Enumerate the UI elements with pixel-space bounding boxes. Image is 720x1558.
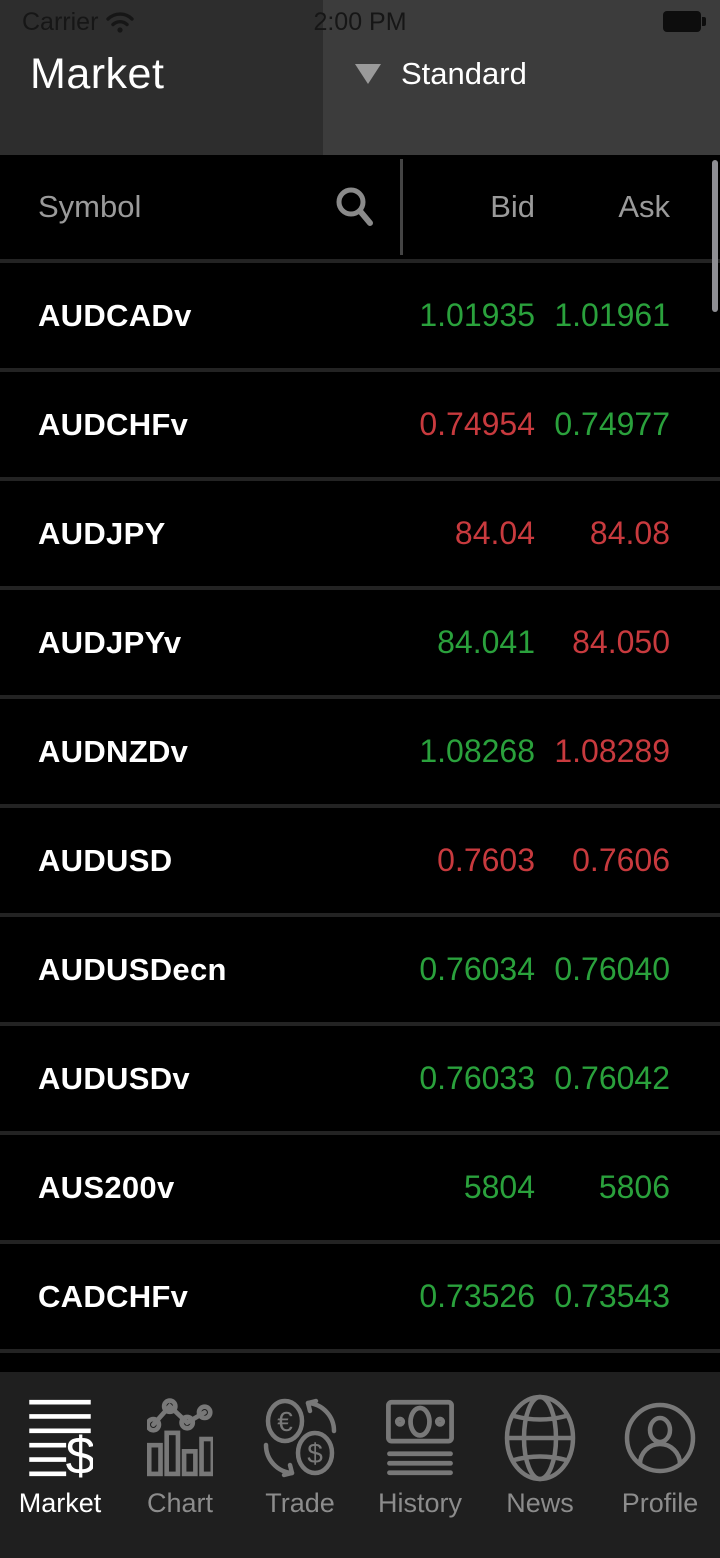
person-circle-icon: [624, 1402, 696, 1474]
bid-value: 0.74954: [419, 406, 535, 442]
ask-value: 0.7606: [572, 842, 670, 878]
tab-history[interactable]: History: [360, 1372, 480, 1558]
symbol-name: AUDUSD: [38, 842, 173, 878]
tab-label-history: History: [377, 1488, 462, 1518]
ask-value: 84.050: [572, 624, 670, 660]
quote-row[interactable]: AUDJPYv 84.041 84.050: [0, 590, 720, 699]
globe-icon: [504, 1394, 576, 1482]
tab-profile[interactable]: Profile: [600, 1372, 720, 1558]
bid-value: 0.7603: [437, 842, 535, 878]
tab-chart[interactable]: Chart: [120, 1372, 240, 1558]
bid-value: 5804: [463, 1169, 535, 1205]
ask-value: 84.08: [589, 515, 670, 551]
symbol-name: AUS200v: [38, 1169, 175, 1205]
status-bar: Carrier 2:00 PM: [0, 0, 720, 44]
ask-value: 5806: [598, 1169, 670, 1205]
tab-news[interactable]: News: [480, 1372, 600, 1558]
tab-market[interactable]: $ Market: [0, 1372, 120, 1558]
ask-value: 0.76040: [554, 951, 670, 987]
tab-label-market: Market: [18, 1488, 102, 1518]
bar-chart-icon: [147, 1398, 213, 1477]
symbol-name: CADCHFv: [38, 1278, 189, 1314]
symbol-name: AUDUSDv: [38, 1060, 190, 1096]
ask-value: 1.08289: [554, 733, 670, 769]
dropdown-triangle-icon: [355, 64, 381, 84]
bid-value: 84.041: [437, 624, 535, 660]
ask-value: 0.73543: [554, 1278, 670, 1314]
account-selector[interactable]: Standard: [323, 56, 527, 92]
tab-label-profile: Profile: [621, 1488, 699, 1518]
tab-label-chart: Chart: [146, 1488, 214, 1518]
ask-value: 0.76042: [554, 1060, 670, 1096]
quote-row[interactable]: CADCHFv 0.73526 0.73543: [0, 1244, 720, 1353]
quote-row[interactable]: AUDCADv 1.01935 1.01961: [0, 263, 720, 372]
symbol-list: AUDCADv 1.01935 1.01961 AUDCHFv 0.74954 …: [0, 263, 720, 1353]
symbol-name: AUDJPYv: [38, 624, 182, 660]
carrier-label: Carrier: [22, 7, 99, 36]
header-left-panel: Market: [0, 0, 323, 155]
market-list-dollar-icon: $: [29, 1399, 93, 1480]
symbol-name: AUDCHFv: [38, 406, 189, 442]
bid-value: 0.76034: [419, 951, 535, 987]
symbol-name: AUDUSDecn: [38, 951, 227, 987]
symbol-name: AUDCADv: [38, 297, 192, 333]
header-right-panel: Standard: [323, 0, 720, 155]
scrollbar-thumb[interactable]: [712, 160, 718, 312]
ask-value: 1.01961: [554, 297, 670, 333]
banknote-icon: [386, 1399, 454, 1476]
quote-row[interactable]: AUDCHFv 0.74954 0.74977: [0, 372, 720, 481]
bid-column-header: Bid: [490, 189, 535, 224]
bid-value: 84.04: [454, 515, 535, 551]
column-divider: [400, 159, 403, 255]
bid-value: 1.08268: [419, 733, 535, 769]
quote-row[interactable]: AUDJPY 84.04 84.08: [0, 481, 720, 590]
quote-row[interactable]: AUDNZDv 1.08268 1.08289: [0, 699, 720, 808]
symbol-name: AUDJPY: [38, 515, 166, 551]
currency-exchange-icon: € $: [263, 1398, 337, 1478]
account-selector-label: Standard: [401, 56, 527, 91]
symbol-column-header: Symbol: [38, 189, 142, 224]
tab-bar: $ Market Chart: [0, 1372, 720, 1558]
quote-row[interactable]: AUDUSD 0.7603 0.7606: [0, 808, 720, 917]
quote-row[interactable]: AUDUSDecn 0.76034 0.76040: [0, 917, 720, 1026]
ask-column-header: Ask: [618, 189, 670, 224]
bid-value: 0.73526: [419, 1278, 535, 1314]
svg-text:€: €: [277, 1406, 293, 1437]
wifi-icon: [106, 12, 135, 33]
page-title: Market: [30, 50, 165, 98]
quote-table-header: Symbol Bid Ask: [0, 155, 720, 263]
search-icon[interactable]: [334, 186, 374, 228]
app-header: Market Standard Carrier 2:00 PM: [0, 0, 720, 155]
tab-label-trade: Trade: [265, 1488, 335, 1518]
tab-trade[interactable]: € $ Trade: [240, 1372, 360, 1558]
quote-row[interactable]: AUS200v 5804 5806: [0, 1135, 720, 1244]
tab-label-news: News: [506, 1488, 574, 1518]
status-time: 2:00 PM: [313, 8, 407, 36]
bid-value: 0.76033: [419, 1060, 535, 1096]
svg-text:$: $: [66, 1427, 93, 1480]
svg-text:$: $: [307, 1438, 323, 1469]
quote-row[interactable]: AUDUSDv 0.76033 0.76042: [0, 1026, 720, 1135]
bid-value: 1.01935: [419, 297, 535, 333]
battery-icon: [663, 11, 706, 32]
ask-value: 0.74977: [554, 406, 670, 442]
symbol-name: AUDNZDv: [38, 733, 189, 769]
